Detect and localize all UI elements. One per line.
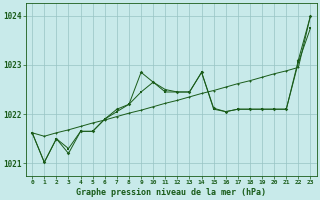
- X-axis label: Graphe pression niveau de la mer (hPa): Graphe pression niveau de la mer (hPa): [76, 188, 266, 197]
